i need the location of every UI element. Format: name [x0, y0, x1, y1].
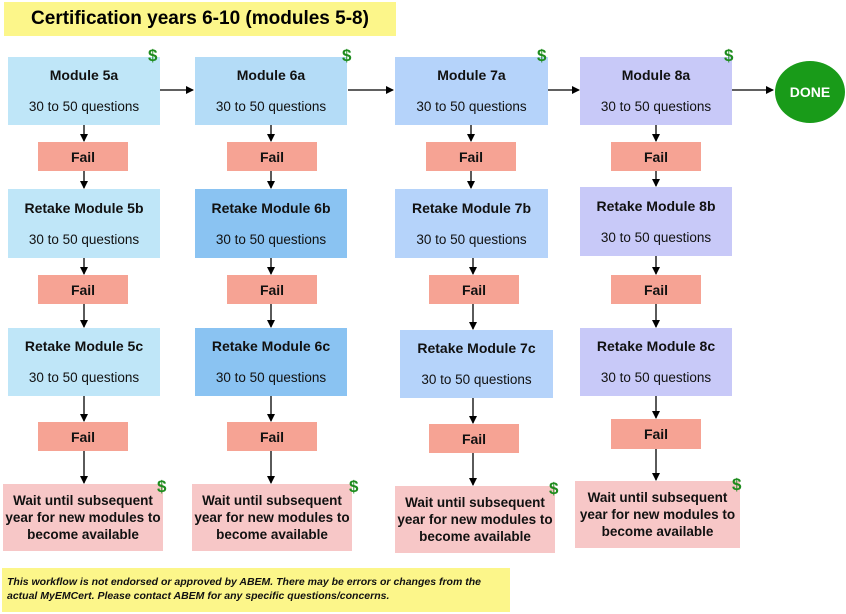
- module-label: Retake Module 8b: [596, 197, 716, 214]
- questions-label: 30 to 50 questions: [416, 99, 527, 114]
- questions-label: 30 to 50 questions: [416, 231, 527, 247]
- module-5c-box: Retake Module 5c 30 to 50 questions: [8, 328, 160, 396]
- module-label: Module 5a: [49, 67, 119, 83]
- dollar-icon: $: [732, 475, 742, 494]
- fail-box: Fail: [38, 275, 128, 304]
- module-7c-box: Retake Module 7c 30 to 50 questions: [400, 330, 553, 398]
- fail-box: Fail: [611, 142, 701, 171]
- module-label: Retake Module 6b: [211, 199, 331, 216]
- done-node: DONE: [775, 61, 845, 123]
- module-label: Retake Module 7c: [417, 340, 536, 356]
- fail-box: Fail: [429, 424, 519, 453]
- wait-box: Wait until subsequent year for new modul…: [3, 484, 163, 551]
- module-8b-box: Retake Module 8b 30 to 50 questions: [580, 187, 732, 256]
- questions-label: 30 to 50 questions: [215, 231, 327, 247]
- questions-label: 30 to 50 questions: [215, 370, 327, 385]
- module-7a-box: Module 7a 30 to 50 questions: [395, 57, 548, 125]
- page-title: Certification years 6-10 (modules 5-8): [4, 2, 396, 36]
- module-label: Retake Module 5c: [24, 338, 144, 354]
- module-label: Retake Module 5b: [24, 199, 144, 216]
- fail-box: Fail: [227, 142, 317, 171]
- module-5b-box: Retake Module 5b 30 to 50 questions: [8, 189, 160, 258]
- dollar-icon: $: [349, 477, 359, 496]
- disclaimer-note: This workflow is not endorsed or approve…: [2, 568, 510, 612]
- fail-box: Fail: [38, 142, 128, 171]
- questions-label: 30 to 50 questions: [600, 229, 712, 245]
- questions-label: 30 to 50 questions: [215, 99, 327, 114]
- module-label: Retake Module 8c: [596, 338, 716, 354]
- dollar-icon: $: [537, 46, 547, 65]
- module-label: Retake Module 6c: [211, 338, 331, 354]
- fail-box: Fail: [38, 422, 128, 451]
- dollar-icon: $: [157, 477, 167, 496]
- module-8c-box: Retake Module 8c 30 to 50 questions: [580, 328, 732, 396]
- module-label: Module 8a: [621, 67, 691, 83]
- questions-label: 30 to 50 questions: [28, 231, 140, 247]
- questions-label: 30 to 50 questions: [600, 370, 712, 385]
- wait-box: Wait until subsequent year for new modul…: [192, 484, 352, 551]
- fail-box: Fail: [227, 422, 317, 451]
- fail-box: Fail: [611, 419, 701, 449]
- questions-label: 30 to 50 questions: [421, 372, 532, 387]
- questions-label: 30 to 50 questions: [600, 99, 712, 114]
- module-7b-box: Retake Module 7b 30 to 50 questions: [395, 189, 548, 258]
- fail-box: Fail: [429, 275, 519, 304]
- module-label: Module 7a: [437, 67, 506, 83]
- dollar-icon: $: [549, 479, 559, 498]
- dollar-icon: $: [342, 46, 352, 65]
- wait-box: Wait until subsequent year for new modul…: [395, 486, 555, 553]
- fail-box: Fail: [227, 275, 317, 304]
- module-8a-box: Module 8a 30 to 50 questions: [580, 57, 732, 125]
- module-6c-box: Retake Module 6c 30 to 50 questions: [195, 328, 347, 396]
- fail-box: Fail: [611, 275, 701, 304]
- module-5a-box: Module 5a 30 to 50 questions: [8, 57, 160, 125]
- dollar-icon: $: [148, 46, 158, 65]
- module-6b-box: Retake Module 6b 30 to 50 questions: [195, 189, 347, 258]
- wait-box: Wait until subsequent year for new modul…: [575, 481, 740, 548]
- module-label: Module 6a: [236, 67, 306, 83]
- questions-label: 30 to 50 questions: [28, 370, 140, 385]
- module-label: Retake Module 7b: [411, 199, 532, 216]
- dollar-icon: $: [724, 46, 734, 65]
- questions-label: 30 to 50 questions: [28, 99, 140, 114]
- fail-box: Fail: [426, 142, 516, 171]
- module-6a-box: Module 6a 30 to 50 questions: [195, 57, 347, 125]
